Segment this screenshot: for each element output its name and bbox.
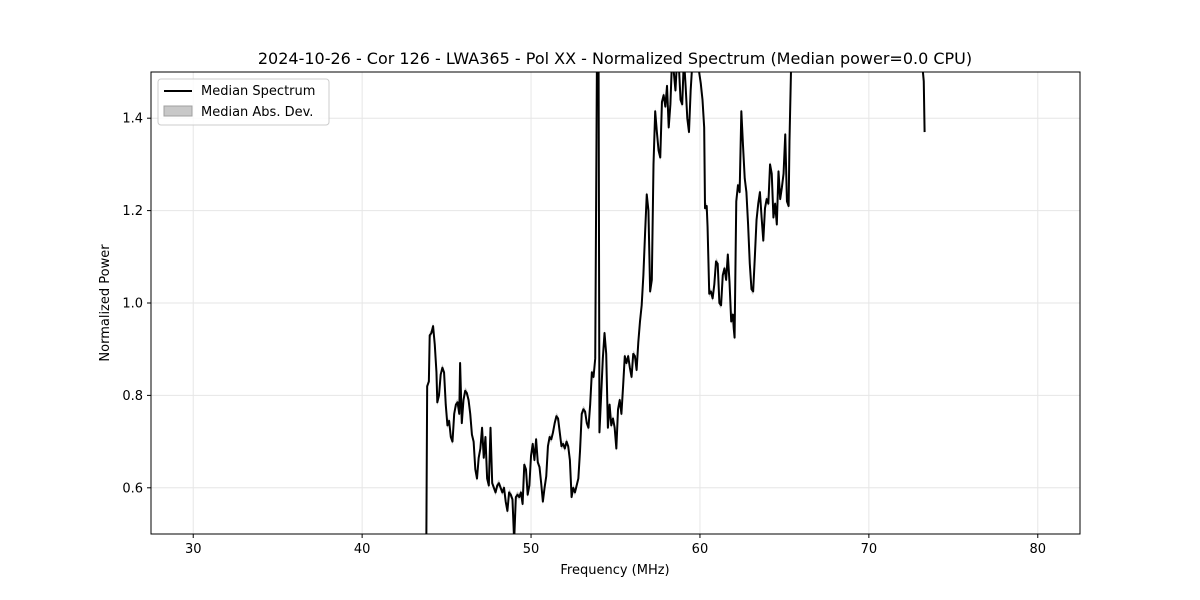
x-tick-label: 30 [185, 542, 202, 557]
x-tick-label: 40 [354, 542, 371, 557]
y-tick-label: 1.2 [122, 204, 143, 219]
median-line-layer [425, 72, 926, 534]
y-tick-label: 0.8 [122, 389, 143, 404]
y-tick-label: 1.4 [122, 112, 143, 127]
x-tick-label: 50 [523, 542, 540, 557]
y-tick-label: 0.6 [122, 481, 143, 496]
median-spectrum-line [425, 72, 792, 534]
y-tick-label: 1.0 [122, 297, 143, 312]
legend: Median Spectrum Median Abs. Dev. [157, 78, 330, 126]
x-tick-label: 80 [1029, 542, 1046, 557]
x-axis-label: Frequency (MHz) [560, 563, 669, 578]
axis-ticks: 30 40 50 60 70 80 0.6 0.8 1.0 1.2 1.4 [122, 112, 1046, 557]
x-tick-label: 70 [861, 542, 878, 557]
legend-band-swatch [163, 105, 193, 117]
chart-title: 2024-10-26 - Cor 126 - LWA365 - Pol XX -… [258, 49, 972, 68]
legend-box [157, 78, 330, 126]
y-axis-label: Normalized Power [98, 244, 113, 362]
legend-median-spectrum: Median Spectrum [201, 84, 315, 99]
median-spectrum-line [921, 72, 926, 133]
legend-median-abs-dev: Median Abs. Dev. [201, 105, 313, 120]
x-tick-label: 60 [692, 542, 709, 557]
